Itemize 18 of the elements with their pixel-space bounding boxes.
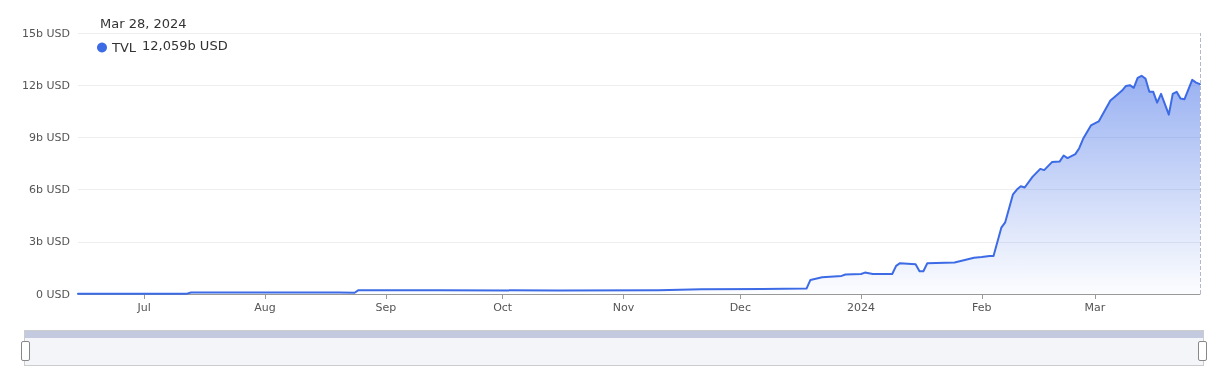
x-tick-label: 2024 bbox=[847, 301, 876, 314]
y-tick-label: 9b USD bbox=[29, 130, 70, 144]
annotation: 12,059b USD bbox=[142, 38, 228, 53]
x-tick-label: Mar bbox=[1084, 301, 1106, 314]
y-tick-label: 0 USD bbox=[36, 287, 70, 301]
legend-label: TVL bbox=[111, 40, 137, 55]
y-tick-label: 12b USD bbox=[22, 78, 70, 92]
x-tick-label: Nov bbox=[612, 301, 635, 314]
text: Mar 28, 2024 bbox=[100, 16, 187, 31]
x-tick-label: Aug bbox=[254, 301, 276, 314]
x-tick-label: Oct bbox=[493, 301, 513, 314]
x-tick-label: Sep bbox=[375, 301, 397, 314]
y-tick-label: 15b USD bbox=[22, 26, 70, 40]
y-tick-label: 6b USD bbox=[29, 183, 70, 197]
x-tick-label: Dec bbox=[729, 301, 751, 314]
x-tick-label: Feb bbox=[972, 301, 992, 314]
y-tick-label: 3b USD bbox=[29, 235, 70, 249]
x-tick-label: Jul bbox=[136, 301, 151, 314]
